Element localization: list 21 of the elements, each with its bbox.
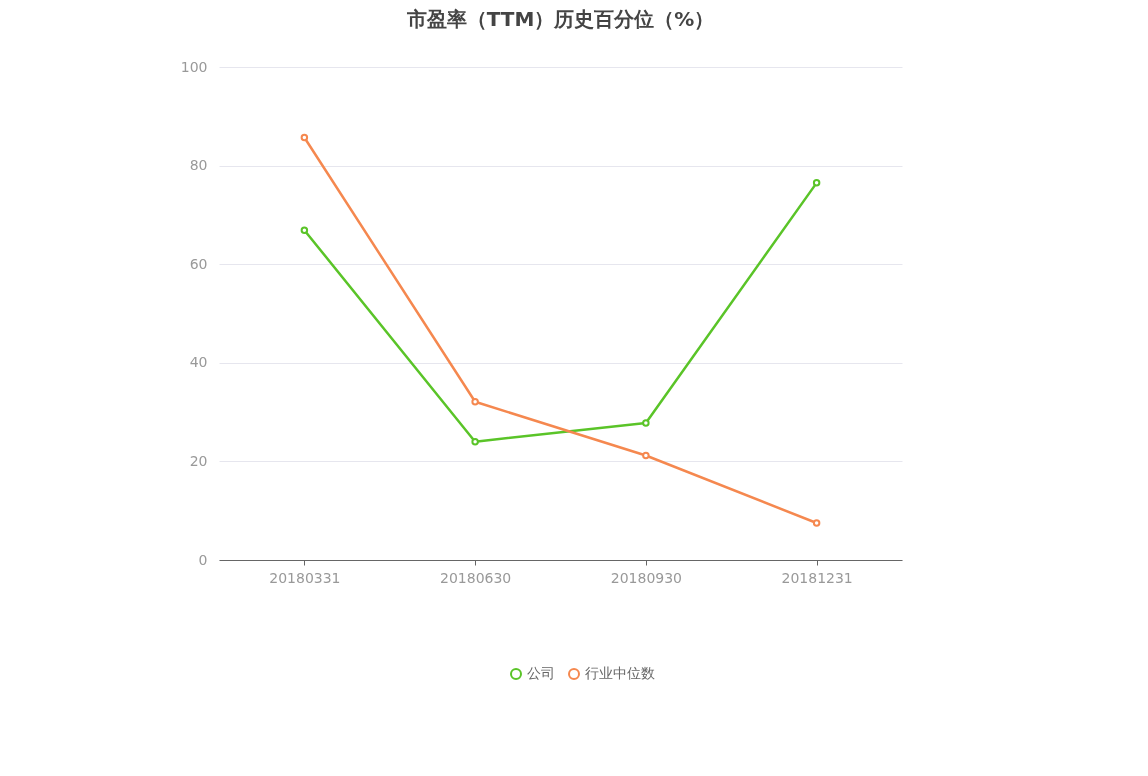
y-tick-label: 20 [189, 452, 208, 469]
x-tick-label: 20181231 [781, 569, 853, 586]
chart-title: 市盈率（TTM）历史百分位（%） [405, 7, 715, 31]
point [300, 133, 309, 142]
point [812, 519, 821, 527]
x-tick-label: 20180331 [269, 569, 341, 586]
x-tick-label: 20180930 [610, 569, 683, 586]
y-tick-label: 60 [189, 255, 208, 272]
y-tick-label: 80 [189, 157, 208, 174]
legend-label: 行业中位数 [585, 665, 655, 681]
point [642, 419, 650, 427]
x-tick-label: 20180630 [439, 569, 512, 586]
point [300, 226, 309, 234]
legend-label: 公司 [527, 665, 555, 681]
y-tick-label: 40 [189, 354, 208, 371]
point [642, 451, 650, 460]
point [471, 437, 479, 446]
y-tick-label: 100 [180, 58, 208, 75]
y-tick-label: 0 [198, 551, 208, 568]
point [471, 398, 479, 406]
point [812, 179, 821, 187]
